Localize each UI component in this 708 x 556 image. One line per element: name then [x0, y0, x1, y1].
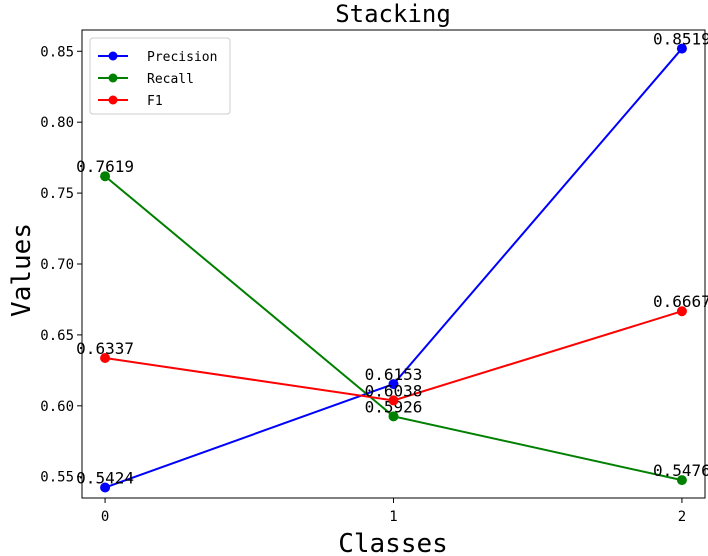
data-point-f1	[388, 395, 399, 406]
legend-label-recall: Recall	[147, 72, 194, 87]
data-point-recall	[388, 411, 399, 422]
data-point-precision	[676, 43, 687, 54]
y-tick-label: 0.55	[40, 470, 74, 486]
legend-marker-recall	[108, 73, 118, 83]
data-label-recall: 0.5476	[653, 461, 708, 480]
data-point-precision	[100, 482, 111, 493]
legend: Precision Recall F1	[89, 37, 231, 115]
plot-frame	[81, 29, 706, 499]
y-tick-label: 0.75	[40, 186, 74, 202]
x-tick-label: 1	[389, 509, 397, 525]
series-line-recall	[104, 175, 683, 482]
data-point-recall	[100, 171, 111, 182]
y-axis-label: Values	[7, 223, 37, 317]
data-label-recall: 0.7619	[76, 157, 134, 176]
legend-label-f1: F1	[147, 94, 163, 109]
data-label-precision: 0.6153	[365, 365, 423, 384]
data-point-f1	[100, 353, 111, 364]
data-label-precision: 0.8519	[653, 30, 708, 49]
data-point-recall	[676, 475, 687, 486]
y-tick-label: 0.85	[40, 44, 74, 60]
data-label-recall: 0.5926	[365, 397, 423, 416]
x-tick-label: 0	[101, 509, 109, 525]
y-tick-label: 0.70	[40, 257, 74, 273]
y-tick-label: 0.80	[40, 115, 74, 131]
data-point-precision	[388, 379, 399, 390]
data-point-f1	[676, 306, 687, 317]
data-label-f1: 0.6038	[365, 381, 423, 400]
y-tick-label: 0.65	[40, 328, 74, 344]
chart-title: Stacking	[335, 0, 451, 28]
data-label-f1: 0.6337	[76, 339, 134, 358]
legend-marker-f1	[108, 95, 118, 105]
legend-label-precision: Precision	[147, 50, 217, 65]
data-label-precision: 0.5424	[76, 469, 134, 488]
x-tick-label: 2	[678, 509, 686, 525]
data-label-f1: 0.6667	[653, 292, 708, 311]
legend-marker-precision	[108, 51, 118, 61]
x-axis-label: Classes	[338, 529, 448, 556]
plot-area: 0.55 0.60 0.65 0.70 0.75 0.80 0.85 0 1 2 0.5424 0.6…	[40, 30, 708, 525]
y-tick-label: 0.60	[40, 399, 74, 415]
